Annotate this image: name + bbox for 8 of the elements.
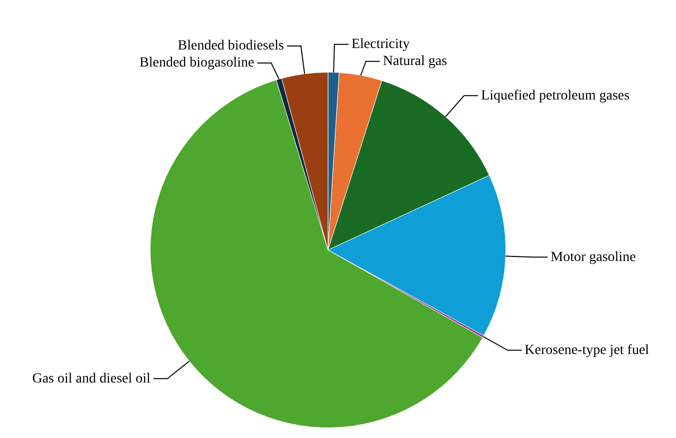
slice-label: Kerosene-type jet fuel	[524, 342, 650, 358]
slice-label: Motor gasoline	[550, 250, 636, 265]
slice-label: Gas oil and diesel oil	[32, 371, 151, 386]
slice-label: Blended biodiesels	[178, 38, 284, 54]
slice-label: Natural gas	[382, 54, 448, 70]
slice-label: Electricity	[351, 37, 410, 52]
slice-label: Liquefied petroleum gases	[481, 88, 630, 104]
slice-label: Blended biogasoline	[140, 56, 254, 71]
